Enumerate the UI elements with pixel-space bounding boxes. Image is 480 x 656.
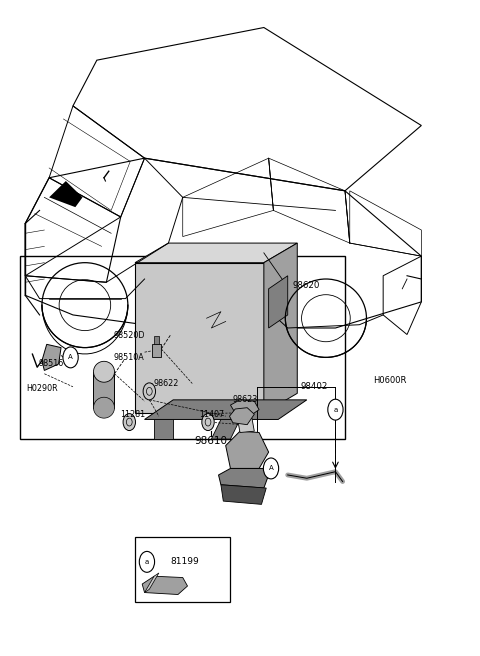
- Polygon shape: [221, 485, 266, 504]
- Polygon shape: [94, 372, 115, 407]
- Circle shape: [139, 552, 155, 572]
- Polygon shape: [238, 418, 254, 432]
- Text: 98402: 98402: [300, 382, 328, 391]
- Text: a: a: [333, 407, 337, 413]
- Text: 98623: 98623: [232, 396, 257, 404]
- Polygon shape: [229, 407, 254, 424]
- Text: H0600R: H0600R: [373, 376, 407, 385]
- Text: 81199: 81199: [171, 558, 200, 566]
- Circle shape: [143, 383, 156, 400]
- Bar: [21, 256, 345, 439]
- Polygon shape: [152, 344, 161, 358]
- Text: 98516: 98516: [39, 359, 64, 369]
- Polygon shape: [144, 400, 307, 419]
- Text: 98622: 98622: [153, 379, 179, 388]
- Text: A: A: [68, 354, 73, 360]
- Polygon shape: [135, 262, 264, 413]
- Circle shape: [123, 413, 135, 430]
- Ellipse shape: [94, 398, 115, 418]
- Circle shape: [63, 347, 78, 368]
- Polygon shape: [42, 344, 61, 371]
- Circle shape: [264, 458, 279, 479]
- Text: H0290R: H0290R: [26, 384, 58, 392]
- Text: 11281: 11281: [120, 410, 145, 419]
- Circle shape: [202, 413, 214, 430]
- Polygon shape: [218, 468, 271, 488]
- Polygon shape: [142, 576, 188, 594]
- Polygon shape: [264, 243, 297, 413]
- Text: a: a: [145, 559, 149, 565]
- Polygon shape: [135, 243, 297, 262]
- Text: 98610: 98610: [195, 436, 228, 446]
- Polygon shape: [154, 336, 159, 344]
- Ellipse shape: [94, 361, 115, 382]
- Polygon shape: [211, 419, 240, 439]
- Bar: [135, 537, 230, 602]
- Text: 11407: 11407: [199, 410, 224, 419]
- Text: 98520D: 98520D: [113, 331, 144, 340]
- Polygon shape: [49, 181, 83, 207]
- Polygon shape: [154, 419, 173, 439]
- Polygon shape: [230, 400, 259, 416]
- Polygon shape: [226, 431, 269, 468]
- Text: 98510A: 98510A: [114, 353, 144, 362]
- Polygon shape: [269, 276, 288, 328]
- Text: A: A: [269, 466, 274, 472]
- Polygon shape: [144, 573, 159, 592]
- Circle shape: [328, 400, 343, 420]
- Text: 98620: 98620: [292, 281, 320, 290]
